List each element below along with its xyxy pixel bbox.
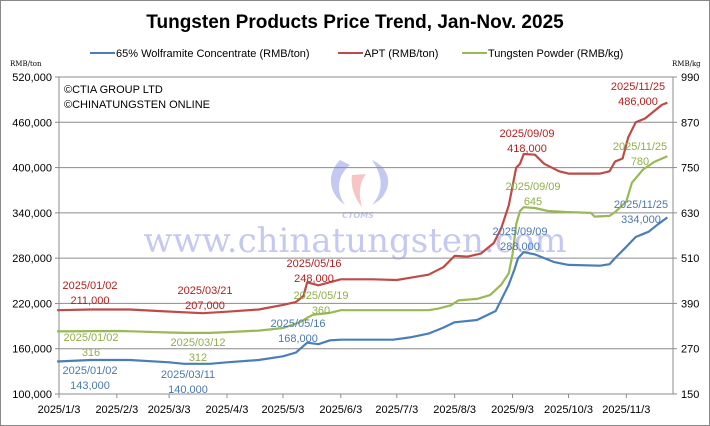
powder-annotation-value: 645 [524,196,542,208]
x-tick-label: 2025/5/3 [262,404,305,416]
right-tick-label: 630 [681,208,699,220]
left-tick-label: 100,000 [12,389,52,401]
wolframite-annotation-date: 2025/01/02 [62,365,117,377]
powder-annotation-value: 360 [312,305,330,317]
x-tick-label: 2025/1/3 [38,404,81,416]
left-tick-label: 160,000 [12,344,52,356]
wolframite-annotation-value: 143,000 [70,380,110,392]
axes: 100,000 150 160,000 270 220,000 390 280,000 510… [12,72,699,416]
powder-annotation-date: 2025/01/02 [63,332,118,344]
powder-annotation-value: 316 [82,347,100,359]
right-tick-label: 990 [681,72,699,84]
x-tick-label: 2025/7/3 [375,404,418,416]
powder-annotation-value: 780 [631,156,649,168]
ctoms-logo: CTOMS [330,160,389,220]
wolframite-annotation-date: 2025/11/25 [614,199,668,211]
watermark: CTOMS www.chinatungsten.com [144,160,566,261]
powder-annotation-date: 2025/05/19 [293,290,348,302]
powder-annotation-date: 2025/09/09 [505,181,560,193]
x-tick-label: 2025/2/3 [95,404,138,416]
legend-label-powder: Tungsten Powder (RMB/kg) [488,48,623,60]
left-tick-label: 220,000 [12,298,52,310]
right-tick-label: 750 [681,163,699,175]
apt-annotation-value: 418,000 [507,143,547,155]
apt-annotation-value: 207,000 [185,300,225,312]
apt-annotation-date: 2025/11/25 [611,81,665,93]
series-lines [57,101,669,365]
powder-annotation-date: 2025/03/12 [170,337,225,349]
apt-annotation-value: 248,000 [294,273,334,285]
chart-title: Tungsten Products Price Trend, Jan-Nov. … [146,12,564,33]
right-tick-label: 150 [681,389,699,401]
wolframite-annotation-value: 168,000 [278,333,318,345]
copyright-line-2: ©CHINATUNGSTEN ONLINE [64,99,210,111]
wolframite-annotation-value: 140,000 [168,384,208,396]
x-tick-label: 2025/9/3 [491,404,534,416]
wolframite-annotation-date: 2025/05/16 [270,318,325,330]
right-tick-label: 870 [681,117,699,129]
apt-annotation-value: 211,000 [71,295,110,307]
tungsten-powder-line [57,155,668,334]
ctoms-logo-text: CTOMS [342,211,374,220]
apt-annotation-date: 2025/01/02 [62,280,117,292]
left-tick-label: 400,000 [12,163,52,175]
x-tick-label: 2025/11/3 [602,404,650,416]
x-tick-label: 2025/10/3 [544,404,593,416]
right-tick-label: 510 [681,253,699,265]
wolframite-annotation-date: 2025/03/11 [161,369,215,381]
wolframite-annotation-date: 2025/09/09 [492,226,547,238]
x-tick-label: 2025/6/3 [319,404,362,416]
left-tick-label: 280,000 [12,253,52,265]
left-tick-label: 340,000 [12,208,52,220]
right-tick-label: 270 [681,344,699,356]
apt-annotation-date: 2025/05/16 [286,258,341,270]
x-tick-label: 2025/3/3 [148,404,191,416]
right-tick-label: 390 [681,298,699,310]
copyright-line-1: ©CTIA GROUP LTD [64,84,163,96]
x-tick-label: 2025/8/3 [433,404,476,416]
apt-annotation-date: 2025/03/21 [177,285,232,297]
right-axis-unit: RMB/kg [672,60,701,68]
legend: 65% Wolframite Concentrate (RMB/ton) APT… [90,48,623,60]
legend-label-apt: APT (RMB/ton) [364,48,438,60]
apt-annotation-date: 2025/09/09 [499,128,554,140]
x-tick-label: 2025/4/3 [206,404,249,416]
wolframite-annotation-value: 334,000 [621,214,661,226]
apt-line [57,101,668,315]
apt-annotation-value: 486,000 [618,96,658,108]
wolframite-annotation-value: 288,000 [500,241,540,253]
powder-annotation-date: 2025/11/25 [613,141,667,153]
left-tick-label: 520,000 [12,72,52,84]
gridlines [59,76,673,395]
left-axis-unit: RMB/ton [10,60,42,68]
left-tick-label: 460,000 [12,117,52,129]
wolframite-line [57,216,669,365]
powder-annotation-value: 312 [189,352,207,364]
data-annotations: 2025/01/02 211,000 2025/03/21 207,000 2025/0… [62,81,668,396]
legend-label-wolframite: 65% Wolframite Concentrate (RMB/ton) [116,48,310,60]
